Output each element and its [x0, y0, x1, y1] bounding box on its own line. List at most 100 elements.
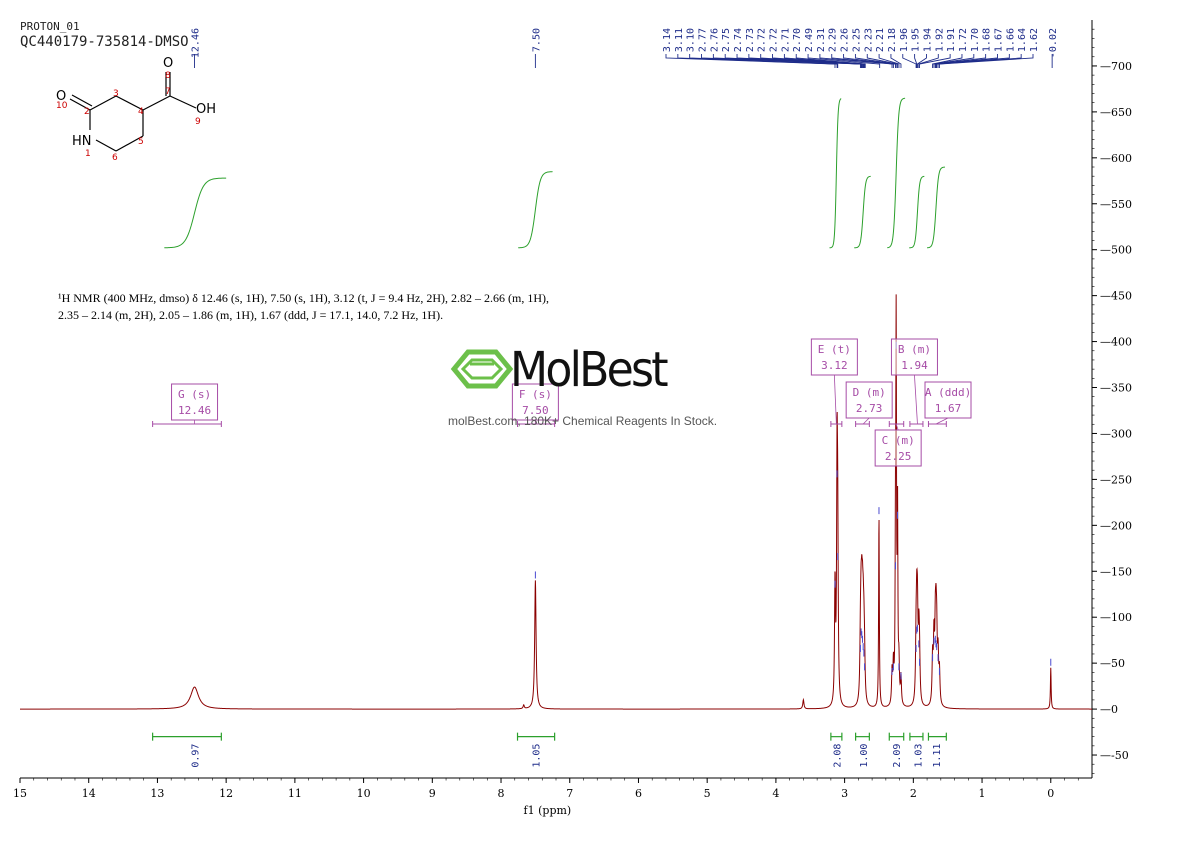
y-tick-label: —100	[1100, 611, 1132, 624]
peak-label: 1.62	[1029, 28, 1040, 52]
peak-label: 1.67	[993, 28, 1004, 52]
multiplet-shift: 1.67	[935, 402, 962, 415]
y-tick-label: —650	[1100, 106, 1132, 119]
y-tick-label: —350	[1100, 382, 1132, 395]
watermark-tagline: molBest.com, 180K+ Chemical Reagents In …	[448, 414, 718, 428]
peak-label: 1.96	[899, 28, 910, 52]
molecule-structure: O O OH HN 1 2 3 4 5 6 7 8 9 10	[56, 56, 216, 163]
x-tick-label: 8	[498, 787, 505, 800]
y-tick-label: —50	[1100, 657, 1125, 670]
experiment-label: PROTON_01	[20, 20, 80, 33]
integral-curve	[164, 177, 227, 249]
x-tick-label: 7	[566, 787, 573, 800]
multiplet-shift: 12.46	[178, 404, 211, 417]
peak-label: 2.73	[745, 28, 756, 52]
multiplet-letter: G (s)	[178, 388, 211, 401]
multiplet-box	[874, 429, 922, 467]
multiplet-shift: 2.25	[885, 450, 912, 463]
multiplet-letter: B (m)	[898, 343, 931, 356]
x-tick-label: 6	[635, 787, 642, 800]
peak-label-leader	[689, 54, 839, 68]
y-tick-label: —-50	[1100, 749, 1129, 762]
peak-label: 2.72	[757, 28, 768, 52]
peak-label-leader	[854, 54, 897, 68]
atom-label: OH	[196, 102, 216, 117]
peak-label-leader	[917, 54, 927, 68]
sample-id: QC440179-735814-DMSO	[20, 34, 189, 50]
peak-label: 2.71	[780, 28, 791, 52]
y-tick-label: —250	[1100, 473, 1132, 486]
y-tick-label: —150	[1100, 565, 1132, 578]
brand-name: MolBest	[510, 342, 669, 398]
peak-label: 1.72	[958, 28, 969, 52]
peak-label-leader	[919, 54, 951, 68]
peak-label: 7.50	[531, 28, 542, 52]
x-tick-label: 9	[429, 787, 436, 800]
summary-line-1: ¹H NMR (400 MHz, dmso) δ 12.46 (s, 1H), …	[58, 291, 549, 305]
integral-value: 0.97	[191, 744, 202, 768]
peak-label: 2.74	[733, 28, 744, 52]
chart-axes: 15 14 13 12 11 10 9 8 7 6 5 4 3 2 1 0f1 (ppm)—-50—0—50—…	[13, 20, 1132, 817]
peak-label: 2.29	[828, 28, 839, 52]
x-tick-label: 11	[288, 787, 302, 800]
spectrum-line	[20, 294, 1092, 710]
integral-curves: 0.97 1.05 2.08 1.00 2.09 1.03 1.11	[152, 97, 947, 768]
molbest-logo-icon	[450, 349, 514, 389]
multiplet-box	[890, 338, 938, 376]
atom-number: 1	[85, 149, 91, 159]
atom-number: 6	[112, 153, 118, 163]
integral-value: 1.11	[932, 744, 943, 768]
atom-label: O	[163, 56, 173, 71]
peak-label-leader	[936, 54, 1010, 68]
peak-label: 1.92	[934, 28, 945, 52]
peak-label: 2.49	[804, 28, 815, 52]
integral-curve	[518, 171, 553, 249]
peak-label: 1.91	[946, 28, 957, 52]
y-tick-label: —200	[1100, 519, 1132, 532]
atom-number: 5	[138, 137, 144, 147]
multiplet-letter: C (m)	[882, 434, 915, 447]
peak-label: 2.77	[698, 28, 709, 52]
x-tick-label: 5	[704, 787, 711, 800]
peak-label: 1.70	[970, 28, 981, 52]
atom-number: 4	[138, 107, 144, 117]
multiplet-shift: 3.12	[821, 359, 848, 372]
peak-label-leader	[933, 54, 975, 68]
x-axis-label: f1 (ppm)	[524, 804, 572, 817]
integral-value: 2.08	[832, 744, 843, 768]
integral-value: 1.05	[531, 744, 542, 768]
peak-label-leader	[938, 54, 1034, 68]
integral-value: 1.00	[859, 744, 870, 768]
y-tick-label: —500	[1100, 244, 1132, 257]
integral-curve	[927, 166, 945, 249]
atom-number: 8	[165, 71, 171, 81]
peak-label-leader	[934, 54, 987, 68]
atom-number: 3	[113, 89, 119, 99]
nmr-summary: ¹H NMR (400 MHz, dmso) δ 12.46 (s, 1H), …	[58, 290, 618, 324]
peak-label: 3.10	[686, 28, 697, 52]
peak-label: 2.25	[851, 28, 862, 52]
multiplet-leader	[862, 417, 870, 425]
peak-label-leader	[914, 54, 918, 68]
atom-number: 7	[165, 87, 171, 97]
peak-label: 1.64	[1017, 28, 1028, 52]
integral-curve	[829, 98, 842, 249]
peak-label-leader	[866, 54, 898, 68]
multiplet-leader	[935, 417, 949, 425]
multiplet-box	[810, 338, 858, 376]
multiplet-letter: F (s)	[519, 388, 552, 401]
multiplet-letter: A (ddd)	[925, 386, 971, 399]
peak-label: 2.21	[875, 28, 886, 52]
atom-number: 2	[84, 107, 90, 117]
multiplet-box	[845, 381, 893, 419]
peak-label: 2.72	[769, 28, 780, 52]
peak-label-leader	[772, 54, 865, 68]
peak-label-leader	[918, 54, 939, 68]
watermark-logo: MolBest	[452, 342, 752, 402]
multiplet-leader	[895, 423, 899, 431]
x-tick-label: 3	[841, 787, 848, 800]
y-tick-label: —400	[1100, 336, 1132, 349]
peak-label-leader	[935, 54, 998, 68]
peak-label-leader	[878, 54, 900, 68]
peak-label: 1.95	[911, 28, 922, 52]
